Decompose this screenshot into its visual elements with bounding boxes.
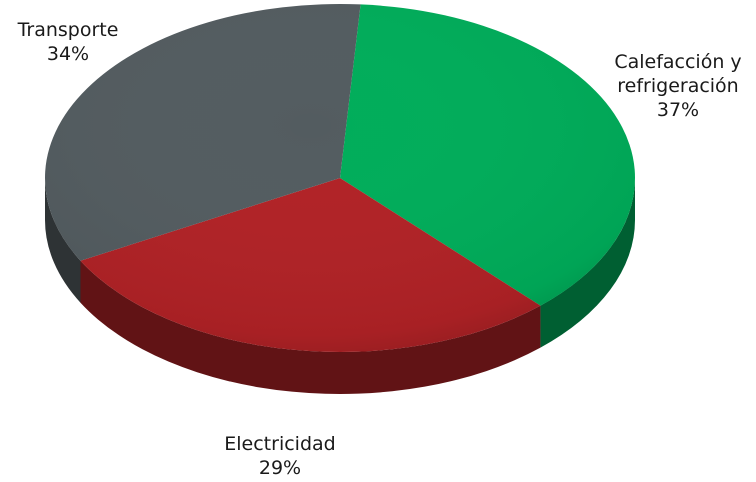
slice-label-electricidad: Electricidad 29% — [205, 432, 355, 480]
slice-name-calefaccion-line1: Calefacción y — [602, 50, 754, 74]
slice-value-transporte: 34% — [2, 42, 134, 66]
slice-name-electricidad: Electricidad — [205, 432, 355, 456]
slice-name-transporte: Transporte — [2, 18, 134, 42]
slice-name-calefaccion-line2: refrigeración — [602, 74, 754, 98]
slice-label-transporte: Transporte 34% — [2, 18, 134, 66]
slice-value-electricidad: 29% — [205, 456, 355, 480]
slice-label-calefaccion: Calefacción y refrigeración 37% — [602, 50, 754, 122]
slice-value-calefaccion: 37% — [602, 98, 754, 122]
